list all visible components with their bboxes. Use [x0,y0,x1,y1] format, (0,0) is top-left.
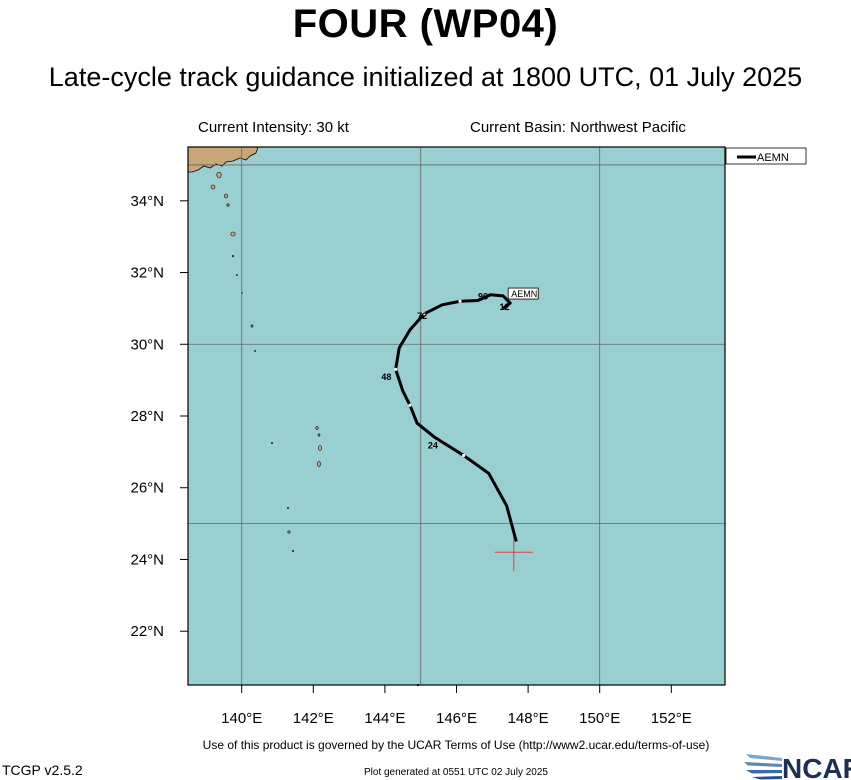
island [216,171,222,179]
chart-title: FOUR (WP04) [292,2,559,46]
island [224,193,228,199]
lat-tick-label: 26°N [130,480,164,497]
island [317,433,321,437]
track-end-label-box [507,287,539,300]
lat-tick-label: 24°N [130,551,164,568]
track-hour-mark [462,453,466,458]
version-label: TCGP v2.5.2 [2,762,83,778]
current-basin: Current Basin: Northwest Pacific [470,119,686,136]
island [291,549,294,552]
island [287,530,291,534]
track-end-label: AEMN [511,289,537,299]
island [250,324,254,328]
ncar-swoosh-icon [744,754,782,780]
legend: AEMN [725,147,807,165]
island [270,441,273,444]
island [230,231,236,237]
lon-tick-label: 150°E [579,710,620,727]
lon-tick-label: 152°E [651,710,692,727]
island [315,426,319,430]
island [317,461,321,467]
current-position-marker [494,533,533,572]
track-hour-mark [394,367,398,371]
chart-subtitle: Late-cycle track guidance initialized at… [48,62,803,92]
land-mass [187,146,259,173]
ncar-logo-text: NCAR [782,753,851,780]
terms-notice: Use of this product is governed by the U… [202,738,710,752]
island [210,184,216,190]
legend-label: AEMN [757,152,789,164]
island [231,254,235,258]
island [236,274,238,276]
legend-box [725,147,807,165]
lon-tick-label: 146°E [436,710,477,727]
island [318,445,322,451]
lon-tick-label: 142°E [293,710,334,727]
lat-tick-label: 28°N [130,408,164,425]
lon-tick-label: 148°E [508,710,549,727]
forecast-hour-label: 24 [428,440,438,450]
current-intensity: Current Intensity: 30 kt [198,119,349,136]
generated-time: Plot generated at 0551 UTC 02 July 2025 [363,767,548,778]
lat-tick-label: 22°N [130,623,164,640]
track-hour-mark [408,403,412,407]
ncar-logo: NCAR [744,753,851,780]
forecast-hour-label: 12 [499,302,509,312]
forecast-hour-label: 96 [478,291,488,301]
forecast-hour-label: 48 [381,372,391,382]
lat-tick-label: 30°N [130,336,164,353]
lat-tick-label: 32°N [130,265,164,282]
ocean-area [188,147,725,685]
track-hour-mark [458,299,462,303]
lon-tick-label: 144°E [364,710,405,727]
lat-tick-label: 34°N [130,193,164,210]
lon-tick-label: 140°E [221,710,262,727]
island [286,506,289,509]
track-hour-mark [422,312,426,316]
forecast-hour-label: 72 [417,311,427,321]
island [254,350,256,352]
island [226,203,230,207]
